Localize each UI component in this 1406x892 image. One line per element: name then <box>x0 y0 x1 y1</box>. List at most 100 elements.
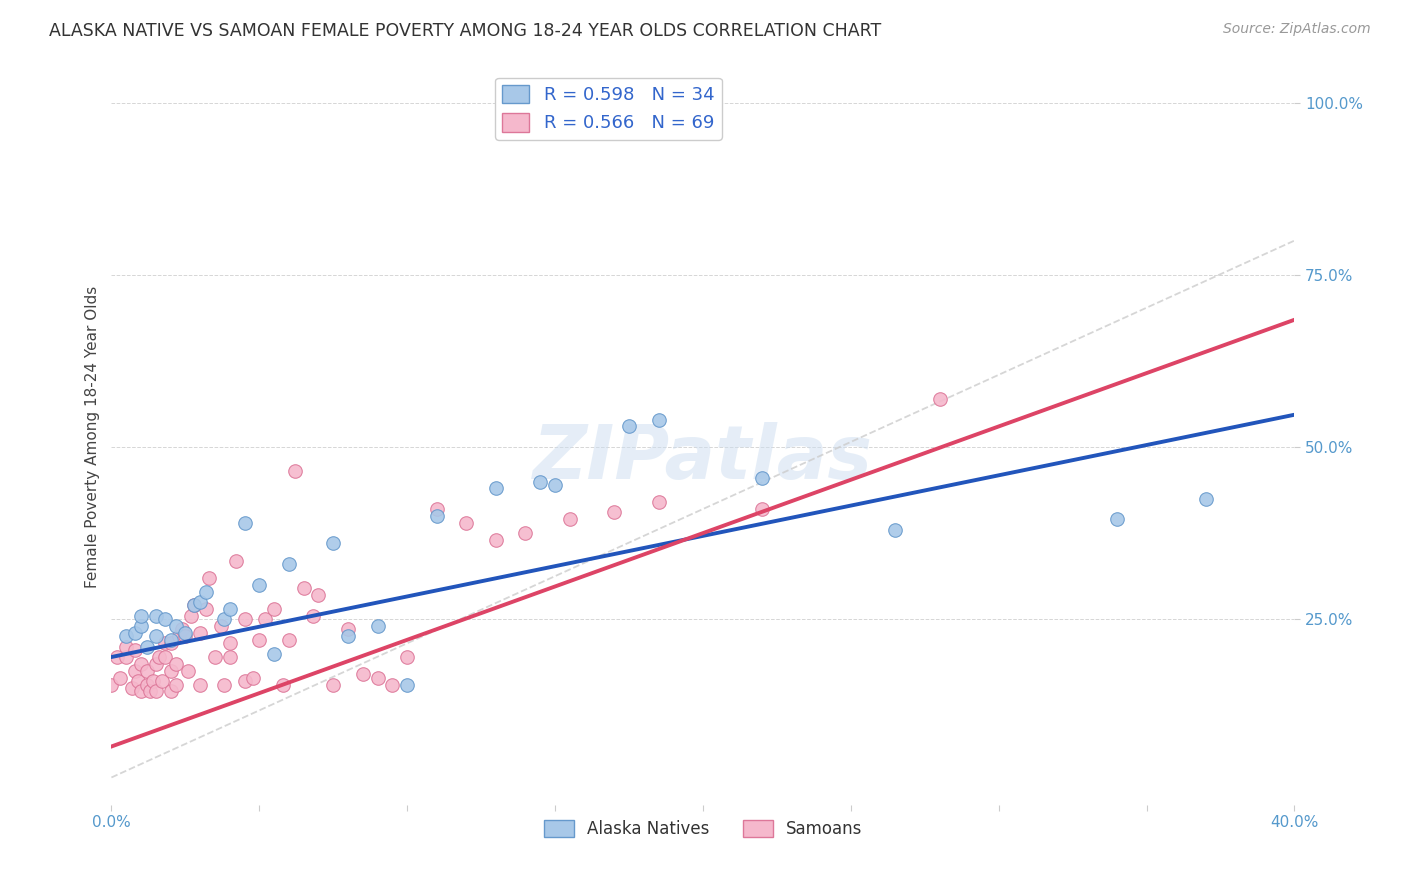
Point <box>121 681 143 695</box>
Point <box>247 578 270 592</box>
Point <box>301 608 323 623</box>
Point <box>277 632 299 647</box>
Point <box>352 667 374 681</box>
Point <box>337 623 360 637</box>
Point <box>307 588 329 602</box>
Point <box>233 674 256 689</box>
Point <box>129 657 152 671</box>
Point <box>177 664 200 678</box>
Point <box>209 619 232 633</box>
Text: Source: ZipAtlas.com: Source: ZipAtlas.com <box>1223 22 1371 37</box>
Point <box>142 674 165 689</box>
Point <box>145 608 167 623</box>
Point <box>115 640 138 654</box>
Point <box>166 677 188 691</box>
Point <box>247 632 270 647</box>
Point <box>159 636 181 650</box>
Point <box>558 512 581 526</box>
Point <box>159 632 181 647</box>
Point <box>396 677 419 691</box>
Point <box>166 657 188 671</box>
Point <box>485 482 508 496</box>
Point <box>124 664 146 678</box>
Legend: Alaska Natives, Samoans: Alaska Natives, Samoans <box>537 813 869 845</box>
Point <box>263 647 285 661</box>
Point <box>153 650 176 665</box>
Point <box>129 684 152 698</box>
Point <box>928 392 950 406</box>
Point <box>367 619 389 633</box>
Point <box>456 516 478 530</box>
Point <box>172 623 194 637</box>
Point <box>166 619 188 633</box>
Point <box>284 464 307 478</box>
Point <box>233 516 256 530</box>
Point <box>153 636 176 650</box>
Point <box>198 571 221 585</box>
Point <box>751 502 773 516</box>
Point <box>277 557 299 571</box>
Point <box>195 584 218 599</box>
Point <box>183 599 205 613</box>
Point <box>159 684 181 698</box>
Point <box>148 650 170 665</box>
Point <box>263 602 285 616</box>
Point <box>188 677 211 691</box>
Point <box>195 602 218 616</box>
Point <box>115 650 138 665</box>
Point <box>242 671 264 685</box>
Point <box>135 677 157 691</box>
Point <box>139 684 162 698</box>
Point <box>188 626 211 640</box>
Point <box>322 677 344 691</box>
Point <box>145 684 167 698</box>
Point <box>150 674 173 689</box>
Point <box>100 677 122 691</box>
Point <box>426 502 449 516</box>
Point <box>218 650 240 665</box>
Point <box>1195 491 1218 506</box>
Point <box>183 599 205 613</box>
Point <box>396 650 419 665</box>
Point <box>212 677 235 691</box>
Point <box>617 419 640 434</box>
Point <box>174 629 197 643</box>
Point <box>153 612 176 626</box>
Point <box>145 629 167 643</box>
Point <box>124 626 146 640</box>
Point <box>544 478 567 492</box>
Point <box>529 475 551 489</box>
Point <box>647 412 669 426</box>
Point <box>212 612 235 626</box>
Point <box>322 536 344 550</box>
Point <box>145 657 167 671</box>
Point <box>188 595 211 609</box>
Text: ZIPatlas: ZIPatlas <box>533 422 873 495</box>
Point <box>647 495 669 509</box>
Point <box>1105 512 1128 526</box>
Point <box>603 506 626 520</box>
Point <box>271 677 294 691</box>
Y-axis label: Female Poverty Among 18-24 Year Olds: Female Poverty Among 18-24 Year Olds <box>86 285 100 588</box>
Point <box>105 650 128 665</box>
Point <box>225 554 247 568</box>
Point <box>233 612 256 626</box>
Point <box>485 533 508 547</box>
Point <box>110 671 132 685</box>
Point <box>174 626 197 640</box>
Point <box>204 650 226 665</box>
Point <box>135 640 157 654</box>
Point <box>367 671 389 685</box>
Point <box>127 674 149 689</box>
Point <box>254 612 277 626</box>
Point <box>124 643 146 657</box>
Point <box>426 508 449 523</box>
Point <box>129 608 152 623</box>
Text: ALASKA NATIVE VS SAMOAN FEMALE POVERTY AMONG 18-24 YEAR OLDS CORRELATION CHART: ALASKA NATIVE VS SAMOAN FEMALE POVERTY A… <box>49 22 882 40</box>
Point <box>159 664 181 678</box>
Point <box>169 629 191 643</box>
Point <box>135 664 157 678</box>
Point <box>515 526 537 541</box>
Point <box>218 602 240 616</box>
Point <box>115 629 138 643</box>
